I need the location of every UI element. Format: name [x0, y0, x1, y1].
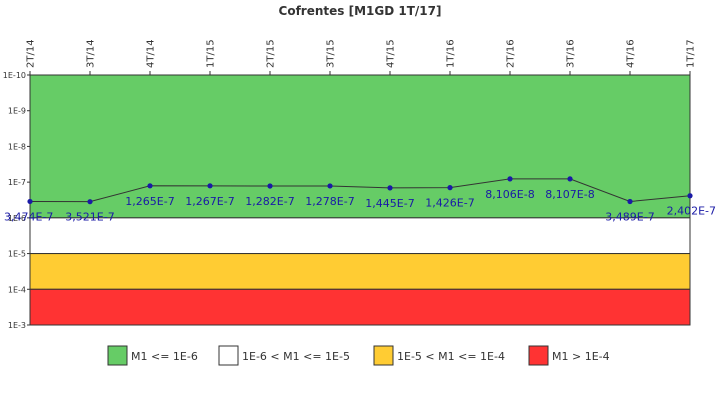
x-tick-label: 2T/15 [266, 39, 277, 68]
data-point [687, 193, 693, 199]
legend-label: 1E-6 < M1 <= 1E-5 [242, 350, 350, 363]
x-tick-label: 2T/16 [506, 39, 517, 68]
legend: M1 <= 1E-6 1E-6 < M1 <= 1E-5 1E-5 < M1 <= … [107, 345, 610, 366]
data-point [267, 183, 273, 189]
y-tick-label: 1E-7 [8, 178, 26, 187]
x-axis-ticks: 2T/14 3T/14 4T/14 1T/15 2T/15 3T/15 4T/15 1T/16… [26, 39, 697, 75]
risk-bands [29, 74, 691, 326]
data-label: 1,282E-7 [245, 195, 294, 208]
data-point [207, 183, 213, 189]
data-label: 8,106E-8 [485, 188, 534, 201]
data-label: 2,402E-7 [667, 205, 716, 218]
x-tick-label: 4T/14 [146, 39, 157, 68]
legend-swatch [373, 345, 394, 366]
data-label: 1,265E-7 [125, 195, 174, 208]
x-tick-label: 4T/16 [626, 39, 637, 68]
band-1 [29, 217, 691, 255]
x-tick-label: 1T/17 [686, 39, 697, 68]
legend-label: 1E-5 < M1 <= 1E-4 [397, 350, 505, 363]
x-tick-label: 4T/15 [386, 39, 397, 68]
series: 3,474E-7 3,521E-7 1,265E-7 1,267E-7 1,282E-7… [4, 176, 716, 224]
x-tick-label: 3T/16 [566, 39, 577, 68]
legend-label: M1 > 1E-4 [552, 350, 610, 363]
data-label: 1,267E-7 [185, 195, 234, 208]
data-label: 8,107E-8 [545, 188, 594, 201]
data-label: 1,445E-7 [365, 197, 414, 210]
band-0 [29, 74, 691, 219]
data-label: 3,474E-7 [4, 210, 53, 223]
data-point [447, 185, 453, 191]
data-label: 1,278E-7 [305, 195, 354, 208]
data-point [327, 183, 333, 189]
band-3 [29, 288, 691, 326]
x-tick-label: 3T/14 [86, 39, 97, 68]
data-label: 3,521E-7 [65, 211, 114, 224]
series-line [29, 178, 691, 203]
legend-swatch [528, 345, 549, 366]
data-point [567, 176, 573, 182]
y-tick-label: 1E-9 [8, 107, 26, 116]
legend-label: M1 <= 1E-6 [131, 350, 198, 363]
chart-title: Cofrentes [M1GD 1T/17] [279, 4, 442, 18]
y-tick-label: 1E-8 [8, 142, 26, 151]
data-point [627, 198, 633, 205]
legend-swatch [218, 345, 239, 366]
data-point [147, 183, 153, 189]
y-axis-ticks: 1E-10 1E-9 1E-8 1E-7 1E-6 1E-5 1E-4 1E-3 [3, 71, 30, 330]
x-tick-label: 1T/15 [206, 39, 217, 68]
data-point [507, 176, 513, 182]
y-tick-label: 1E-4 [8, 285, 26, 294]
x-tick-label: 2T/14 [26, 39, 37, 68]
data-label: 3,489E-7 [605, 211, 654, 224]
x-tick-label: 1T/16 [446, 39, 457, 68]
legend-swatch [107, 345, 128, 366]
y-tick-label: 1E-6 [8, 214, 26, 223]
data-label: 1,426E-7 [425, 197, 474, 210]
y-tick-label: 1E-3 [8, 321, 26, 330]
data-point [27, 198, 33, 205]
y-tick-label: 1E-10 [3, 71, 26, 80]
data-point [87, 199, 93, 205]
data-point [387, 185, 393, 191]
band-2 [29, 253, 691, 290]
x-tick-label: 3T/15 [326, 39, 337, 68]
y-tick-label: 1E-5 [8, 250, 26, 259]
